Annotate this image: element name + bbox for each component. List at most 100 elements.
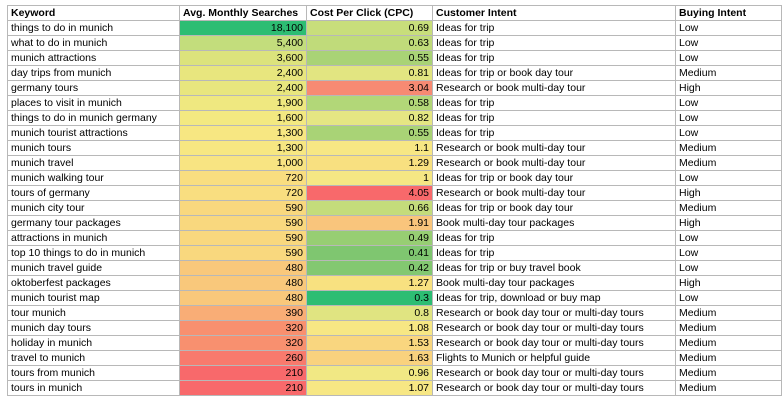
buying-intent-cell[interactable]: Low xyxy=(675,20,782,36)
cpc-cell[interactable]: 1.08 xyxy=(306,320,433,336)
keyword-cell[interactable]: munich tourist attractions xyxy=(7,125,180,141)
buying-intent-cell[interactable]: Medium xyxy=(675,320,782,336)
cpc-cell[interactable]: 4.05 xyxy=(306,185,433,201)
buying-intent-cell[interactable]: Medium xyxy=(675,305,782,321)
cpc-cell[interactable]: 1.27 xyxy=(306,275,433,291)
cpc-cell[interactable]: 0.49 xyxy=(306,230,433,246)
customer-intent-cell[interactable]: Ideas for trip xyxy=(432,230,676,246)
buying-intent-cell[interactable]: Low xyxy=(675,260,782,276)
keyword-cell[interactable]: tours of germany xyxy=(7,185,180,201)
keyword-cell[interactable]: travel to munich xyxy=(7,350,180,366)
buying-intent-cell[interactable]: Medium xyxy=(675,380,782,396)
customer-intent-cell[interactable]: Ideas for trip or book day tour xyxy=(432,65,676,81)
keyword-cell[interactable]: tour munich xyxy=(7,305,180,321)
customer-intent-cell[interactable]: Research or book day tour or multi-day t… xyxy=(432,305,676,321)
keyword-cell[interactable]: munich attractions xyxy=(7,50,180,66)
searches-cell[interactable]: 5,400 xyxy=(179,35,307,51)
header-buying-intent[interactable]: Buying Intent xyxy=(675,5,782,21)
customer-intent-cell[interactable]: Flights to Munich or helpful guide xyxy=(432,350,676,366)
customer-intent-cell[interactable]: Research or book multi-day tour xyxy=(432,155,676,171)
customer-intent-cell[interactable]: Research or book day tour or multi-day t… xyxy=(432,335,676,351)
buying-intent-cell[interactable]: Medium xyxy=(675,140,782,156)
searches-cell[interactable]: 320 xyxy=(179,335,307,351)
buying-intent-cell[interactable]: Medium xyxy=(675,200,782,216)
keyword-cell[interactable]: places to visit in munich xyxy=(7,95,180,111)
keyword-cell[interactable]: day trips from munich xyxy=(7,65,180,81)
searches-cell[interactable]: 210 xyxy=(179,365,307,381)
keyword-cell[interactable]: attractions in munich xyxy=(7,230,180,246)
customer-intent-cell[interactable]: Ideas for trip or book day tour xyxy=(432,200,676,216)
cpc-cell[interactable]: 1 xyxy=(306,170,433,186)
searches-cell[interactable]: 2,400 xyxy=(179,80,307,96)
buying-intent-cell[interactable]: High xyxy=(675,275,782,291)
customer-intent-cell[interactable]: Ideas for trip or buy travel book xyxy=(432,260,676,276)
searches-cell[interactable]: 260 xyxy=(179,350,307,366)
keyword-cell[interactable]: what to do in munich xyxy=(7,35,180,51)
cpc-cell[interactable]: 0.41 xyxy=(306,245,433,261)
keyword-cell[interactable]: munich tourist map xyxy=(7,290,180,306)
keyword-cell[interactable]: germany tour packages xyxy=(7,215,180,231)
keyword-cell[interactable]: tours in munich xyxy=(7,380,180,396)
buying-intent-cell[interactable]: High xyxy=(675,80,782,96)
buying-intent-cell[interactable]: Low xyxy=(675,245,782,261)
searches-cell[interactable]: 1,300 xyxy=(179,140,307,156)
cpc-cell[interactable]: 0.3 xyxy=(306,290,433,306)
customer-intent-cell[interactable]: Ideas for trip xyxy=(432,125,676,141)
searches-cell[interactable]: 1,000 xyxy=(179,155,307,171)
keyword-cell[interactable]: munich day tours xyxy=(7,320,180,336)
searches-cell[interactable]: 720 xyxy=(179,185,307,201)
customer-intent-cell[interactable]: Ideas for trip xyxy=(432,20,676,36)
header-customer-intent[interactable]: Customer Intent xyxy=(432,5,676,21)
cpc-cell[interactable]: 1.63 xyxy=(306,350,433,366)
buying-intent-cell[interactable]: Low xyxy=(675,95,782,111)
cpc-cell[interactable]: 1.91 xyxy=(306,215,433,231)
cpc-cell[interactable]: 0.55 xyxy=(306,125,433,141)
searches-cell[interactable]: 1,300 xyxy=(179,125,307,141)
keyword-cell[interactable]: top 10 things to do in munich xyxy=(7,245,180,261)
searches-cell[interactable]: 480 xyxy=(179,260,307,276)
cpc-cell[interactable]: 1.53 xyxy=(306,335,433,351)
cpc-cell[interactable]: 0.81 xyxy=(306,65,433,81)
keyword-cell[interactable]: munich tours xyxy=(7,140,180,156)
keyword-cell[interactable]: munich walking tour xyxy=(7,170,180,186)
buying-intent-cell[interactable]: Medium xyxy=(675,335,782,351)
customer-intent-cell[interactable]: Ideas for trip xyxy=(432,245,676,261)
searches-cell[interactable]: 590 xyxy=(179,215,307,231)
keyword-cell[interactable]: things to do in munich xyxy=(7,20,180,36)
cpc-cell[interactable]: 0.63 xyxy=(306,35,433,51)
customer-intent-cell[interactable]: Research or book day tour or multi-day t… xyxy=(432,320,676,336)
customer-intent-cell[interactable]: Book multi-day tour packages xyxy=(432,275,676,291)
customer-intent-cell[interactable]: Ideas for trip xyxy=(432,95,676,111)
searches-cell[interactable]: 320 xyxy=(179,320,307,336)
header-cost-per-click[interactable]: Cost Per Click (CPC) xyxy=(306,5,433,21)
searches-cell[interactable]: 590 xyxy=(179,245,307,261)
customer-intent-cell[interactable]: Research or book multi-day tour xyxy=(432,140,676,156)
customer-intent-cell[interactable]: Ideas for trip xyxy=(432,50,676,66)
searches-cell[interactable]: 210 xyxy=(179,380,307,396)
cpc-cell[interactable]: 1.07 xyxy=(306,380,433,396)
customer-intent-cell[interactable]: Ideas for trip, download or buy map xyxy=(432,290,676,306)
keyword-cell[interactable]: munich city tour xyxy=(7,200,180,216)
buying-intent-cell[interactable]: Low xyxy=(675,170,782,186)
cpc-cell[interactable]: 0.69 xyxy=(306,20,433,36)
cpc-cell[interactable]: 0.82 xyxy=(306,110,433,126)
searches-cell[interactable]: 2,400 xyxy=(179,65,307,81)
searches-cell[interactable]: 3,600 xyxy=(179,50,307,66)
header-avg-monthly-searches[interactable]: Avg. Monthly Searches xyxy=(179,5,307,21)
customer-intent-cell[interactable]: Ideas for trip or book day tour xyxy=(432,170,676,186)
searches-cell[interactable]: 480 xyxy=(179,290,307,306)
keyword-cell[interactable]: tours from munich xyxy=(7,365,180,381)
searches-cell[interactable]: 1,900 xyxy=(179,95,307,111)
customer-intent-cell[interactable]: Research or book day tour or multi-day t… xyxy=(432,380,676,396)
buying-intent-cell[interactable]: Medium xyxy=(675,65,782,81)
searches-cell[interactable]: 590 xyxy=(179,200,307,216)
buying-intent-cell[interactable]: Low xyxy=(675,35,782,51)
keyword-cell[interactable]: things to do in munich germany xyxy=(7,110,180,126)
cpc-cell[interactable]: 0.58 xyxy=(306,95,433,111)
buying-intent-cell[interactable]: Medium xyxy=(675,155,782,171)
cpc-cell[interactable]: 0.8 xyxy=(306,305,433,321)
buying-intent-cell[interactable]: High xyxy=(675,215,782,231)
customer-intent-cell[interactable]: Book multi-day tour packages xyxy=(432,215,676,231)
searches-cell[interactable]: 720 xyxy=(179,170,307,186)
customer-intent-cell[interactable]: Research or book day tour or multi-day t… xyxy=(432,365,676,381)
